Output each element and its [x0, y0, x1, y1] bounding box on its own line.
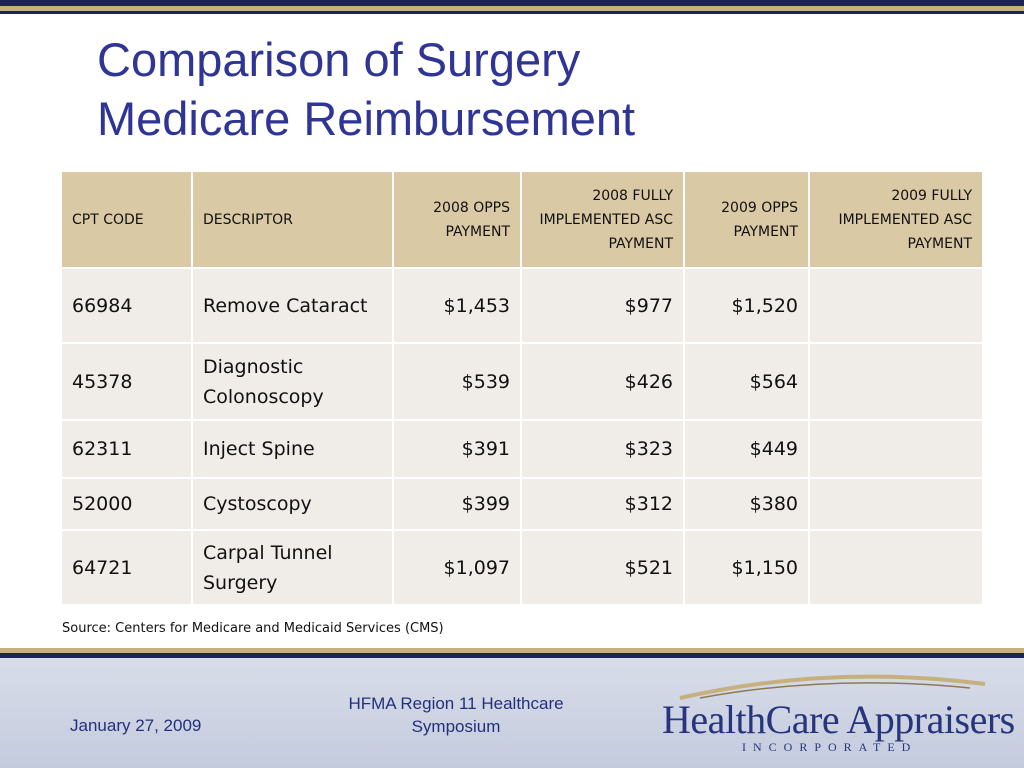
- table-row: 64721 Carpal Tunnel Surgery $1,097 $521 …: [60, 529, 984, 606]
- descriptor-cell: Diagnostic Colonoscopy: [191, 342, 394, 421]
- cpt-code-cell: 66984: [60, 267, 193, 344]
- footer-gold-rule: [0, 648, 1024, 653]
- asc-2009-cell: [808, 477, 984, 531]
- logo-incorporated: INCORPORATED: [742, 740, 918, 754]
- slide-title-line-1: Comparison of Surgery: [97, 33, 581, 86]
- source-note: Source: Centers for Medicare and Medicai…: [62, 621, 444, 636]
- opps-2008-cell: $1,453: [392, 267, 522, 344]
- opps-2008-cell: $391: [392, 419, 522, 479]
- header-2009-opps-payment: 2009 OPPS PAYMENT: [683, 170, 810, 269]
- top-band: [0, 0, 1024, 18]
- cpt-code-cell: 62311: [60, 419, 193, 479]
- top-band-navy-thin: [0, 11, 1024, 14]
- cpt-code-cell: 52000: [60, 477, 193, 531]
- top-band-navy: [0, 0, 1024, 6]
- reimbursement-table: CPT CODE DESCRIPTOR 2008 OPPS PAYMENT 20…: [60, 170, 984, 606]
- header-2008-asc-payment: 2008 FULLY IMPLEMENTED ASC PAYMENT: [520, 170, 685, 269]
- table-row: 45378 Diagnostic Colonoscopy $539 $426 $…: [60, 342, 984, 421]
- cpt-code-cell: 64721: [60, 529, 193, 606]
- asc-2009-cell: [808, 419, 984, 479]
- slide-footer: January 27, 2009 HFMA Region 11 Healthca…: [0, 648, 1024, 768]
- descriptor-cell: Carpal Tunnel Surgery: [191, 529, 394, 606]
- table-header-row: CPT CODE DESCRIPTOR 2008 OPPS PAYMENT 20…: [60, 170, 984, 269]
- opps-2009-cell: $564: [683, 342, 810, 421]
- descriptor-cell: Inject Spine: [191, 419, 394, 479]
- asc-2008-cell: $426: [520, 342, 685, 421]
- opps-2009-cell: $1,150: [683, 529, 810, 606]
- company-logo: HealthCare Appraisers INCORPORATED: [640, 668, 1020, 763]
- opps-2009-cell: $380: [683, 477, 810, 531]
- footer-navy-rule: [0, 653, 1024, 658]
- asc-2008-cell: $977: [520, 267, 685, 344]
- cpt-code-cell: 45378: [60, 342, 193, 421]
- logo-swoosh-icon: [679, 674, 986, 700]
- table-row: 66984 Remove Cataract $1,453 $977 $1,520: [60, 267, 984, 344]
- slide-title: Comparison of Surgery Medicare Reimburse…: [97, 30, 897, 148]
- descriptor-cell: Cystoscopy: [191, 477, 394, 531]
- asc-2008-cell: $323: [520, 419, 685, 479]
- footer-event-name: HFMA Region 11 Healthcare Symposium: [348, 694, 564, 736]
- header-descriptor: DESCRIPTOR: [191, 170, 394, 269]
- asc-2008-cell: $521: [520, 529, 685, 606]
- asc-2009-cell: [808, 342, 984, 421]
- footer-date: January 27, 2009: [70, 716, 202, 735]
- opps-2009-cell: $449: [683, 419, 810, 479]
- table-row: 62311 Inject Spine $391 $323 $449: [60, 419, 984, 479]
- header-2009-asc-payment: 2009 FULLY IMPLEMENTED ASC PAYMENT: [808, 170, 984, 269]
- opps-2008-cell: $1,097: [392, 529, 522, 606]
- header-2008-opps-payment: 2008 OPPS PAYMENT: [392, 170, 522, 269]
- asc-2008-cell: $312: [520, 477, 685, 531]
- header-cpt-code: CPT CODE: [60, 170, 193, 269]
- opps-2008-cell: $539: [392, 342, 522, 421]
- descriptor-cell: Remove Cataract: [191, 267, 394, 344]
- slide-title-line-2: Medicare Reimbursement: [97, 92, 636, 145]
- opps-2009-cell: $1,520: [683, 267, 810, 344]
- table-row: 52000 Cystoscopy $399 $312 $380: [60, 477, 984, 531]
- top-band-gold: [0, 6, 1024, 11]
- asc-2009-cell: [808, 267, 984, 344]
- logo-name: HealthCare Appraisers: [662, 697, 1015, 742]
- opps-2008-cell: $399: [392, 477, 522, 531]
- asc-2009-cell: [808, 529, 984, 606]
